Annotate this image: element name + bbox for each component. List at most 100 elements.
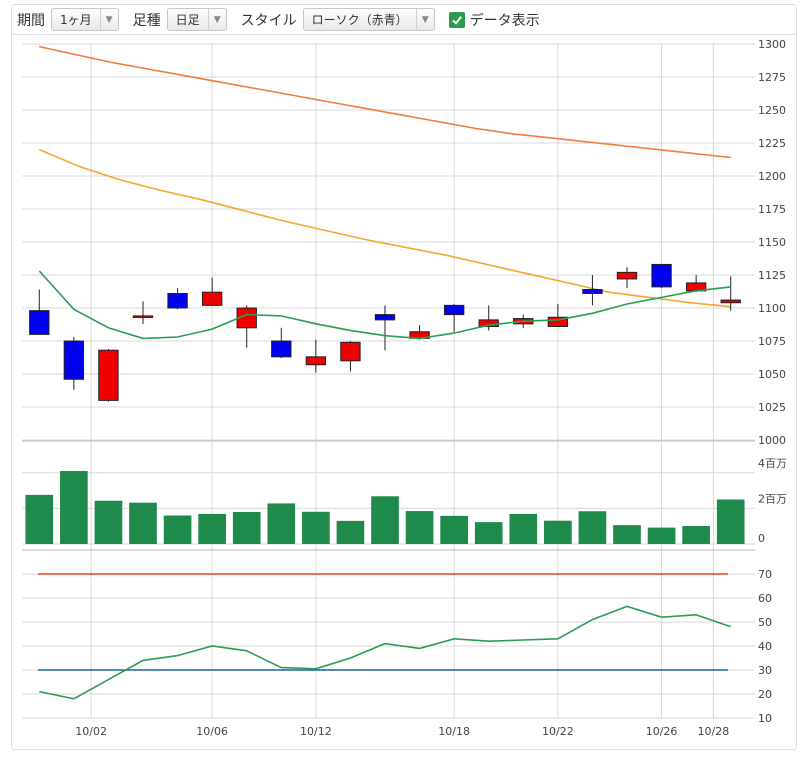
x-tick-label: 10/06 bbox=[196, 725, 228, 738]
style-select-value: ローソク（赤青） bbox=[311, 13, 408, 27]
candle-body-up bbox=[305, 356, 327, 366]
price-tick-label: 1075 bbox=[758, 335, 786, 348]
x-tick-label: 10/28 bbox=[698, 725, 730, 738]
price-tick-label: 1175 bbox=[758, 203, 786, 216]
volume-bar bbox=[25, 494, 54, 544]
volume-bar bbox=[163, 515, 192, 544]
volume-bar bbox=[129, 502, 157, 544]
x-tick-label: 10/22 bbox=[542, 725, 574, 738]
volume-bar bbox=[544, 520, 572, 544]
candle bbox=[443, 304, 465, 332]
x-tick-label: 10/02 bbox=[75, 725, 107, 738]
candle-body-up bbox=[98, 349, 119, 401]
price-tick-label: 1050 bbox=[758, 368, 786, 381]
candle bbox=[720, 276, 741, 311]
rsi-tick-label: 50 bbox=[758, 616, 772, 629]
candle-body-down bbox=[443, 304, 465, 316]
volume-tick-label: 4百万 bbox=[758, 457, 787, 470]
rsi-tick-label: 40 bbox=[758, 640, 772, 653]
candle bbox=[132, 301, 154, 324]
candle bbox=[236, 305, 257, 348]
price-tick-label: 1275 bbox=[758, 71, 786, 84]
volume-bar bbox=[371, 496, 399, 544]
candle-body-down bbox=[582, 289, 603, 294]
candle bbox=[63, 337, 85, 390]
checkmark-icon bbox=[452, 15, 462, 25]
ma-short-line bbox=[38, 270, 731, 340]
candle-body-up bbox=[616, 271, 638, 280]
candle-body-down bbox=[167, 292, 188, 309]
candle bbox=[374, 305, 396, 351]
show-data-checkbox[interactable] bbox=[448, 11, 465, 28]
volume-bar bbox=[60, 471, 88, 544]
candle bbox=[582, 275, 603, 306]
rsi-tick-label: 20 bbox=[758, 688, 772, 701]
candle bbox=[651, 263, 672, 289]
rsi-line bbox=[39, 605, 731, 700]
volume-bar bbox=[405, 511, 434, 544]
x-tick-label: 10/12 bbox=[300, 725, 332, 738]
candle bbox=[98, 348, 119, 402]
rsi-tick-label: 70 bbox=[758, 568, 772, 581]
volume-bar bbox=[440, 515, 468, 544]
chart-toolbar: 期間 1ヶ月 ▼ 足種 日足 ▼ スタイル ローソク（赤青） ▼ データ表示 bbox=[12, 5, 796, 35]
candle-body-down bbox=[374, 314, 396, 321]
volume-bar bbox=[716, 499, 745, 544]
chevron-down-icon: ▼ bbox=[99, 9, 118, 30]
style-select[interactable]: ローソク（赤青） ▼ bbox=[302, 8, 435, 31]
ma-long-line bbox=[39, 45, 731, 159]
volume-bar bbox=[509, 513, 538, 544]
chart-panel bbox=[11, 4, 797, 750]
candle-body-down bbox=[29, 310, 50, 335]
candle bbox=[305, 339, 327, 373]
period-select-value: 1ヶ月 bbox=[60, 13, 92, 27]
price-tick-label: 1250 bbox=[758, 104, 786, 117]
candle-body-up bbox=[547, 316, 569, 327]
price-tick-label: 1300 bbox=[758, 38, 786, 51]
volume-tick-label: 0 bbox=[758, 532, 765, 545]
ma-mid-line bbox=[38, 148, 731, 308]
candle bbox=[29, 289, 50, 335]
volume-bar bbox=[613, 525, 641, 544]
price-tick-label: 1200 bbox=[758, 170, 786, 183]
price-tick-label: 1000 bbox=[758, 434, 786, 447]
chevron-down-icon: ▼ bbox=[415, 9, 434, 30]
candle bbox=[478, 305, 499, 331]
candle-body-up bbox=[132, 315, 154, 318]
candle bbox=[271, 327, 292, 359]
period-select[interactable]: 1ヶ月 ▼ bbox=[51, 8, 119, 31]
interval-select[interactable]: 日足 ▼ bbox=[166, 8, 227, 31]
rsi-tick-label: 10 bbox=[758, 712, 772, 725]
candle-body-up bbox=[340, 341, 361, 362]
price-tick-label: 1025 bbox=[758, 401, 786, 414]
price-tick-label: 1100 bbox=[758, 302, 786, 315]
volume-bar bbox=[647, 527, 676, 544]
candle-body-up bbox=[720, 299, 741, 304]
chevron-down-icon: ▼ bbox=[207, 9, 226, 30]
candle-body-down bbox=[651, 263, 672, 288]
candle bbox=[616, 267, 638, 289]
volume-bar bbox=[578, 511, 607, 544]
candle bbox=[340, 341, 361, 372]
price-tick-label: 1225 bbox=[758, 137, 786, 150]
volume-bar bbox=[198, 513, 226, 544]
volume-bar bbox=[232, 511, 261, 544]
rsi-tick-label: 30 bbox=[758, 664, 772, 677]
candle bbox=[201, 277, 223, 306]
period-label: 期間 bbox=[17, 12, 45, 29]
volume-bar bbox=[94, 500, 123, 544]
style-label: スタイル bbox=[240, 12, 297, 29]
volume-bar bbox=[302, 511, 330, 544]
show-data-label[interactable]: データ表示 bbox=[469, 12, 540, 29]
volume-tick-label: 2百万 bbox=[758, 492, 787, 505]
volume-bar bbox=[474, 522, 503, 544]
volume-bar bbox=[267, 503, 296, 544]
price-tick-label: 1125 bbox=[758, 269, 786, 282]
x-tick-label: 10/18 bbox=[438, 725, 470, 738]
candle-body-down bbox=[271, 340, 292, 358]
rsi-tick-label: 60 bbox=[758, 592, 772, 605]
price-tick-label: 1150 bbox=[758, 236, 786, 249]
x-tick-label: 10/26 bbox=[646, 725, 678, 738]
volume-bar bbox=[336, 520, 365, 544]
